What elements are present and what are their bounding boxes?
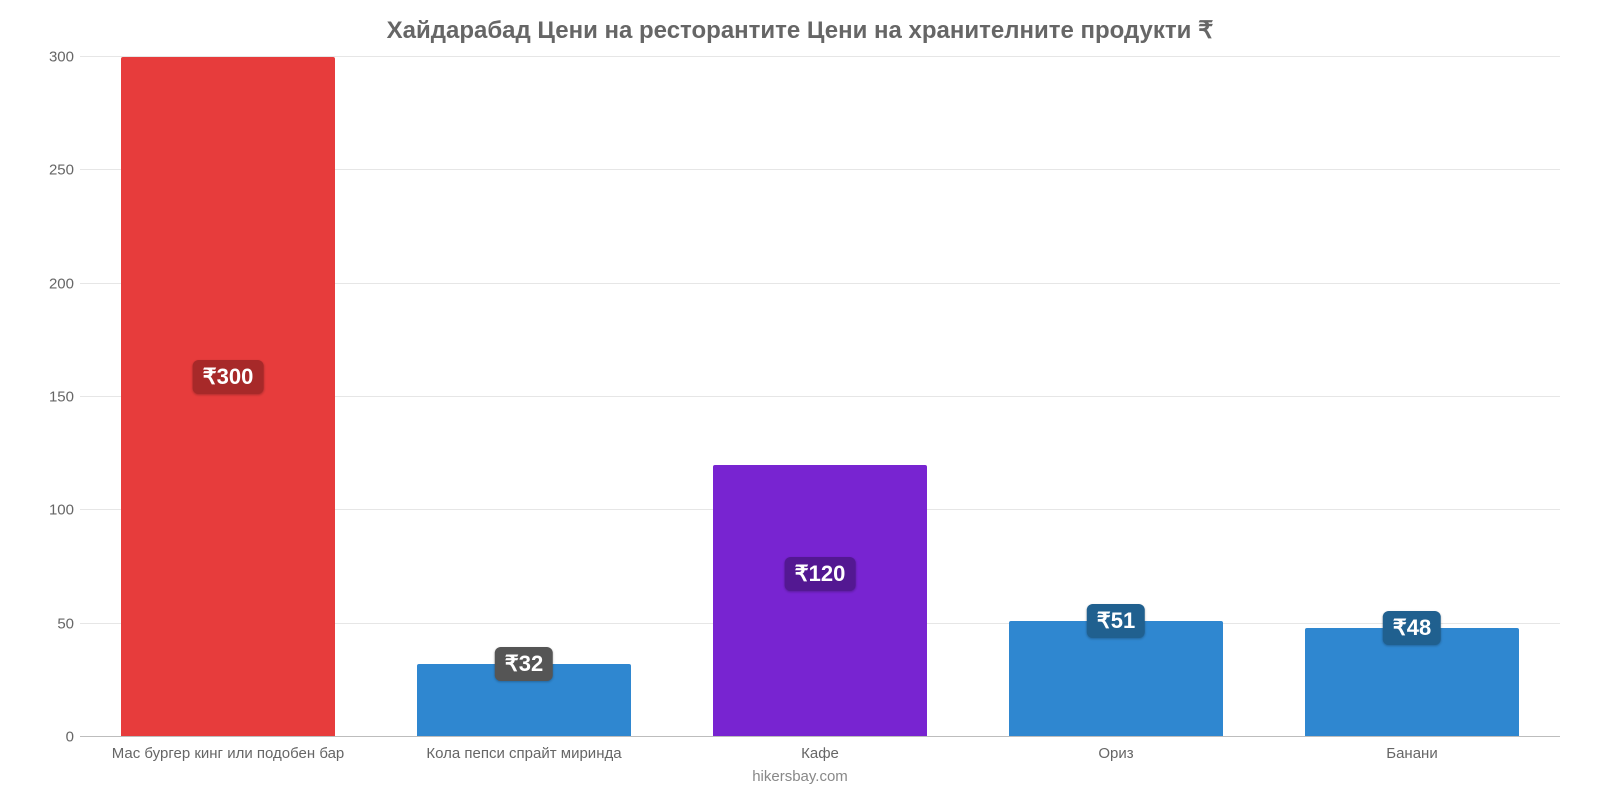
x-tick-label: Кафе bbox=[672, 745, 968, 762]
bar-slot: ₹300 bbox=[80, 57, 376, 737]
y-tick-label: 0 bbox=[20, 729, 74, 746]
credit-text: hikersbay.com bbox=[20, 768, 1580, 785]
y-tick-label: 300 bbox=[20, 49, 74, 66]
y-tick-label: 200 bbox=[20, 275, 74, 292]
value-badge: ₹51 bbox=[1087, 604, 1145, 638]
bar bbox=[121, 57, 334, 737]
chart-title: Хайдарабад Цени на ресторантите Цени на … bbox=[20, 16, 1580, 45]
bar-slot: ₹51 bbox=[968, 57, 1264, 737]
y-tick-label: 50 bbox=[20, 615, 74, 632]
bar-slot: ₹120 bbox=[672, 57, 968, 737]
value-badge: ₹300 bbox=[193, 360, 264, 394]
value-badge: ₹48 bbox=[1383, 611, 1441, 645]
x-axis: Мас бургер кинг или подобен барКола пепс… bbox=[80, 745, 1560, 762]
x-tick-label: Кола пепси спрайт миринда bbox=[376, 745, 672, 762]
y-tick-label: 250 bbox=[20, 162, 74, 179]
y-tick-label: 100 bbox=[20, 502, 74, 519]
value-badge: ₹120 bbox=[785, 557, 856, 591]
y-tick-label: 150 bbox=[20, 389, 74, 406]
x-tick-label: Ориз bbox=[968, 745, 1264, 762]
bar bbox=[713, 465, 926, 737]
x-tick-label: Банани bbox=[1264, 745, 1560, 762]
plot-area: 050100150200250300 ₹300₹32₹120₹51₹48 bbox=[80, 57, 1560, 737]
chart-container: Хайдарабад Цени на ресторантите Цени на … bbox=[0, 0, 1600, 800]
bars-group: ₹300 ₹32 ₹120 ₹51 ₹48 bbox=[80, 57, 1560, 737]
x-baseline bbox=[80, 736, 1560, 737]
value-badge: ₹32 bbox=[495, 647, 553, 681]
bar-slot: ₹32 bbox=[376, 57, 672, 737]
x-tick-label: Мас бургер кинг или подобен бар bbox=[80, 745, 376, 762]
bar-slot: ₹48 bbox=[1264, 57, 1560, 737]
bar bbox=[1009, 621, 1222, 737]
y-axis: 050100150200250300 bbox=[20, 57, 80, 737]
